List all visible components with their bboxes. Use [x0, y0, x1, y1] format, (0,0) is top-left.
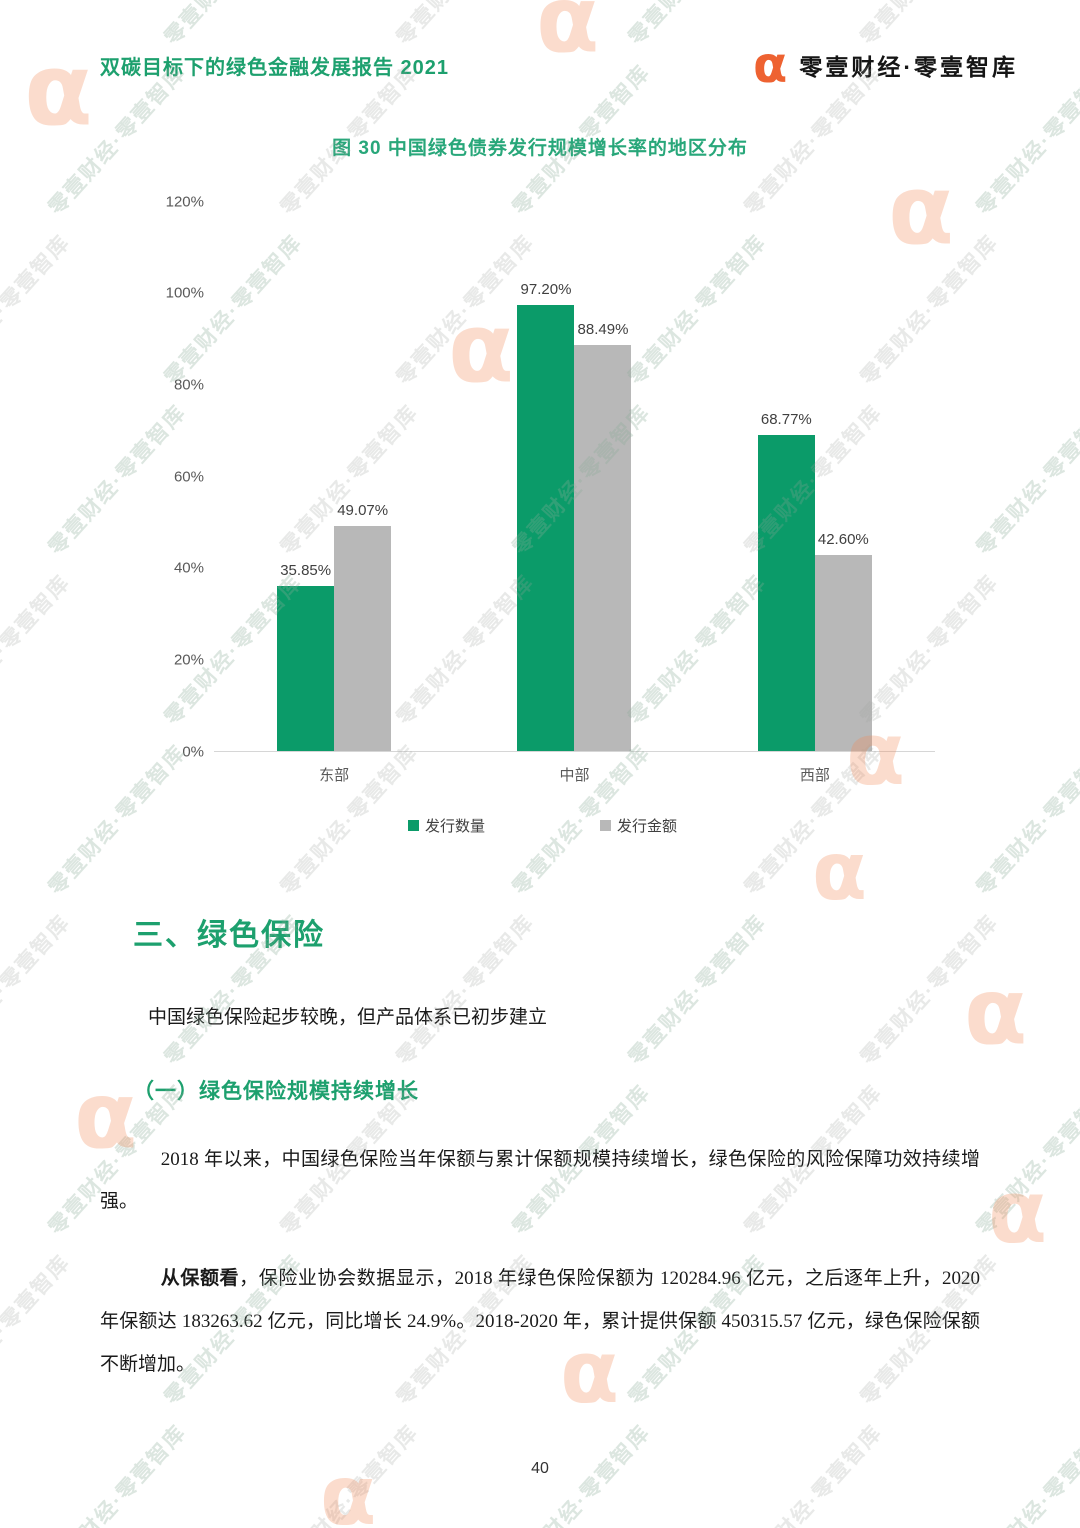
chart-legend: 发行数量 发行金额: [150, 815, 935, 836]
section-heading: 三、绿色保险: [133, 918, 325, 952]
y-tick-label: 20%: [173, 651, 204, 669]
paragraph-body: ，保险业协会数据显示，2018 年绿色保险保额为 120284.96 亿元，之后…: [100, 1268, 980, 1375]
bar-wrap: 88.49%: [574, 202, 632, 751]
bar: [277, 586, 335, 751]
report-title: 双碳目标下的绿色金融发展报告 2021: [100, 56, 450, 79]
sub-heading: （一）绿色保险规模持续增长: [133, 1079, 419, 1103]
bar: [517, 305, 575, 751]
legend-label: 发行数量: [424, 817, 485, 835]
y-tick-label: 120%: [165, 193, 204, 210]
y-tick-label: 100%: [165, 284, 204, 302]
legend-swatch: [600, 819, 611, 831]
bar-group: 35.85% 49.07%: [214, 202, 454, 751]
category-label: 东部: [319, 766, 350, 784]
intro-text: 中国绿色保险起步较晚，但产品体系已初步建立: [148, 1006, 548, 1028]
legend-swatch: [407, 819, 419, 831]
bar-value-label: 97.20%: [520, 281, 572, 298]
brand-name: 零壹财经·零壹智库: [799, 54, 1018, 81]
page-header: 双碳目标下的绿色金融发展报告 2021 α 零壹财经·零壹智库: [0, 0, 1080, 94]
legend-item: 发行数量: [407, 815, 485, 836]
paragraph: 从保额看，保险业协会数据显示，2018 年绿色保险保额为 120284.96 亿…: [100, 1258, 980, 1386]
bar-value-label: 35.85%: [280, 562, 332, 580]
brand-logo: α 零壹财经·零壹智库: [752, 36, 1018, 94]
bar-value-label: 49.07%: [337, 501, 389, 519]
bar-wrap: 49.07%: [334, 202, 392, 751]
x-axis-labels: 东部 中部 西部: [214, 752, 935, 785]
category-label: 西部: [799, 766, 830, 784]
bar: [757, 435, 815, 751]
bar-chart: 0% 20% 40% 60% 80% 100% 120% 35.85% 49.07% 97.20…: [150, 193, 935, 836]
figure-title: 图 30 中国绿色债券发行规模增长率的地区分布: [332, 137, 748, 159]
bar-group: 68.77% 42.60%: [695, 202, 935, 751]
bar-wrap: 35.85%: [277, 202, 335, 751]
chart-area: 0% 20% 40% 60% 80% 100% 120% 35.85% 49.07% 97.20…: [150, 193, 935, 760]
bar: [814, 555, 872, 751]
bar: [334, 525, 392, 751]
y-axis: 0% 20% 40% 60% 80% 100% 120%: [150, 193, 214, 760]
category-label: 中部: [559, 766, 590, 784]
y-tick-label: 0%: [182, 743, 204, 760]
paragraph-lead: 从保额看: [160, 1268, 240, 1289]
plot-area: 35.85% 49.07% 97.20% 88.49% 68.77% 42.60%: [214, 202, 935, 752]
bar-value-label: 68.77%: [760, 411, 812, 429]
bar-wrap: 97.20%: [517, 202, 575, 751]
green-insurance-section: 三、绿色保险 中国绿色保险起步较晚，但产品体系已初步建立 （一）绿色保险规模持续…: [100, 910, 980, 1387]
bar-value-label: 88.49%: [577, 320, 629, 338]
y-tick-label: 80%: [173, 376, 204, 394]
bar-wrap: 42.60%: [814, 202, 872, 751]
y-tick-label: 40%: [173, 559, 204, 577]
bar-group: 97.20% 88.49%: [454, 202, 694, 751]
legend-label: 发行金额: [617, 817, 678, 835]
page-number: 40: [531, 1460, 549, 1477]
legend-item: 发行金额: [600, 815, 677, 836]
paragraph: 2018 年以来，中国绿色保险当年保额与累计保额规模持续增长，绿色保险的风险保障…: [100, 1148, 980, 1213]
bar-value-label: 42.60%: [817, 531, 869, 549]
bar-wrap: 68.77%: [757, 202, 815, 751]
brand-logo-icon: α: [752, 36, 788, 94]
y-tick-label: 60%: [173, 468, 204, 485]
bar: [574, 344, 632, 751]
